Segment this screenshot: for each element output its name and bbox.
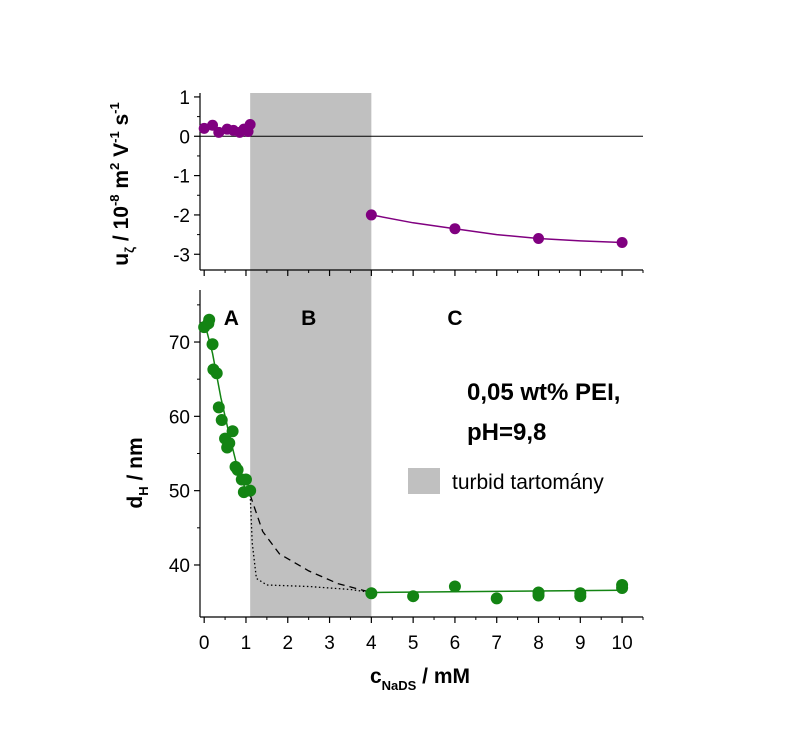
top-data-point — [533, 233, 545, 245]
x-axis-label: cNaDS / mM — [370, 665, 470, 693]
bottom-data-point — [212, 401, 225, 414]
bottom-y-tick-label: 50 — [169, 482, 190, 503]
x-tick-label: 4 — [366, 633, 377, 654]
dashed-line — [249, 494, 372, 594]
top-y-tick-label: 0 — [179, 127, 190, 148]
top-data-point — [198, 122, 210, 134]
bottom-data-point — [239, 473, 252, 486]
bottom-data-point — [231, 463, 244, 476]
top-data-point — [449, 223, 461, 235]
bottom-data-point — [616, 579, 629, 592]
region-label-c: C — [447, 307, 462, 330]
annotation-line-1: 0,05 wt% PEI, — [467, 379, 620, 406]
bottom-data-points — [198, 313, 629, 605]
bottom-data-point — [215, 414, 228, 427]
bottom-data-point — [206, 338, 219, 351]
x-tick-label: 5 — [408, 633, 419, 654]
top-y-tick-label: -3 — [173, 245, 190, 266]
x-tick-label: 6 — [450, 633, 461, 654]
x-tick-label: 10 — [612, 633, 633, 654]
top-y-tick-label: -2 — [173, 206, 190, 227]
x-tick-label: 7 — [491, 633, 502, 654]
bottom-data-point — [226, 425, 239, 438]
bottom-data-point — [210, 367, 223, 380]
legend: turbid tartomány — [408, 468, 604, 494]
x-tick-label: 1 — [241, 633, 252, 654]
x-tick-label: 2 — [282, 633, 293, 654]
bottom-data-point — [407, 590, 420, 603]
x-tick-label: 9 — [575, 633, 586, 654]
top-data-point — [213, 126, 225, 138]
legend-swatch — [408, 468, 440, 494]
top-data-point — [207, 119, 219, 131]
top-data-point — [616, 236, 628, 248]
bottom-y-tick-label: 40 — [169, 556, 190, 577]
bottom-y-ticks: 40 50 60 70 — [169, 304, 200, 577]
bottom-data-point — [574, 587, 587, 600]
bottom-data-point — [532, 586, 545, 599]
top-fit-line — [371, 214, 623, 244]
bottom-data-point — [365, 587, 378, 600]
annotation-line-2: pH=9,8 — [467, 419, 546, 446]
top-y-tick-label: 1 — [179, 88, 190, 109]
top-data-point — [244, 118, 256, 130]
x-tick-label: 8 — [533, 633, 544, 654]
bottom-y-axis-label: dH / nm — [124, 437, 151, 508]
x-tick-label: 3 — [324, 633, 335, 654]
top-panel: 1 0 -1 -2 -3 uζ / 10-8 m2 V-1 s-1 — [107, 88, 643, 271]
bottom-data-point — [244, 484, 257, 497]
top-y-axis-label: uζ / 10-8 m2 V-1 s-1 — [107, 102, 137, 266]
bottom-y-tick-label: 60 — [169, 407, 190, 428]
bottom-data-point — [490, 592, 503, 605]
bottom-data-point — [448, 580, 461, 593]
bottom-data-point — [203, 313, 216, 326]
top-y-tick-label: -1 — [173, 167, 190, 188]
top-fit-lines — [371, 214, 623, 244]
bottom-x-ticks: 0 1 2 3 4 5 6 7 8 9 10 — [199, 270, 644, 654]
bottom-data-point — [223, 437, 236, 450]
bottom-panel: 40 50 60 70 0 1 2 3 4 5 6 7 8 9 10 A B C dH / nm cNaDS … — [124, 270, 644, 693]
region-label-b: B — [301, 307, 316, 330]
top-data-point — [365, 209, 377, 221]
legend-label: turbid tartomány — [452, 471, 604, 494]
region-labels: A B C — [224, 307, 463, 330]
bottom-y-tick-label: 70 — [169, 333, 190, 354]
region-label-a: A — [224, 307, 239, 330]
top-data-points — [198, 118, 628, 248]
top-y-ticks: 1 0 -1 -2 -3 — [173, 88, 200, 266]
turbid-region-shading — [250, 93, 372, 617]
x-tick-label: 0 — [199, 633, 210, 654]
